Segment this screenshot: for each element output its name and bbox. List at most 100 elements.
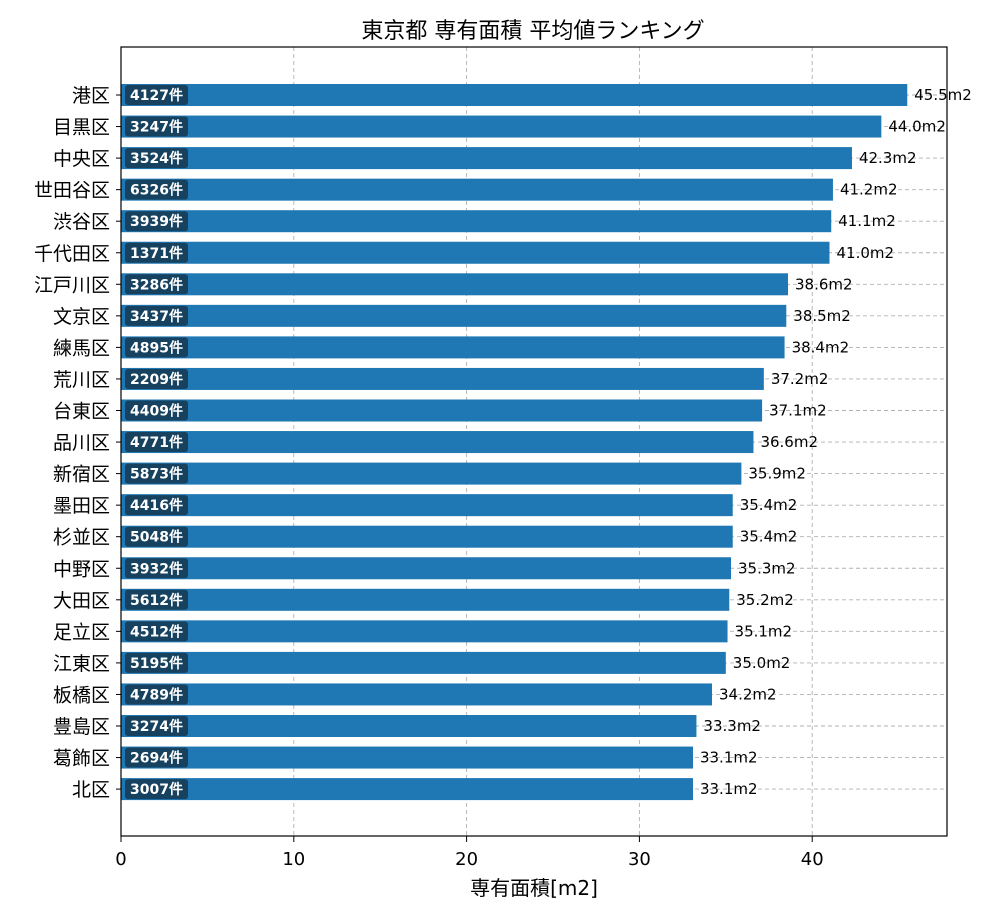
bar <box>121 431 754 454</box>
bar <box>121 588 730 611</box>
chart-title: 東京都 専有面積 平均値ランキング <box>361 19 704 44</box>
bar <box>121 462 742 485</box>
count-label: 5873件 <box>130 466 183 483</box>
data-label: 41.0m2 <box>836 244 894 262</box>
count-label: 3286件 <box>130 276 183 293</box>
count-label: 4789件 <box>130 686 183 703</box>
bar <box>121 494 733 517</box>
count-badge <box>125 558 188 579</box>
count-badge <box>125 779 188 800</box>
y-tick-label: 文京区 <box>53 306 110 328</box>
bar <box>121 147 852 170</box>
x-tick-label: 20 <box>455 849 478 870</box>
bar <box>121 651 726 674</box>
bar <box>121 336 785 359</box>
count-label: 4416件 <box>130 497 183 514</box>
x-axis-label: 専有面積[m2] <box>470 876 598 900</box>
data-label: 33.3m2 <box>703 717 761 735</box>
count-badge <box>125 495 188 516</box>
count-badge <box>125 211 188 232</box>
y-tick-label: 台東区 <box>53 401 110 423</box>
data-label: 41.1m2 <box>838 212 896 230</box>
count-label: 4409件 <box>130 403 183 420</box>
count-badge <box>125 148 188 169</box>
count-badge <box>125 526 188 547</box>
count-badge <box>125 274 188 295</box>
count-label: 4895件 <box>130 339 183 356</box>
y-tick-label: 板橋区 <box>53 684 110 706</box>
bar <box>121 715 697 737</box>
count-label: 4512件 <box>130 623 183 640</box>
count-badge <box>125 337 188 358</box>
bar <box>121 746 693 769</box>
data-label: 33.1m2 <box>700 780 758 798</box>
count-badge <box>125 652 188 673</box>
y-tick-label: 中野区 <box>53 558 110 580</box>
data-label: 35.1m2 <box>735 622 793 640</box>
count-badge <box>125 179 188 200</box>
y-tick-label: 杉並区 <box>53 527 110 549</box>
data-label: 35.9m2 <box>748 465 806 483</box>
bar-layer: 4127件 45.5m2 3247件 44.0m2 3524件 42.3m2 6326件 41… <box>121 84 972 801</box>
y-tick-label: 江戸川区 <box>34 274 110 296</box>
data-label: 38.6m2 <box>795 275 853 293</box>
count-label: 3524件 <box>130 150 183 167</box>
count-label: 3007件 <box>130 781 183 798</box>
data-label: 35.2m2 <box>736 591 794 609</box>
bar <box>121 525 733 548</box>
y-tick-label: 練馬区 <box>53 337 110 359</box>
bar <box>121 683 712 706</box>
y-tick-label: 江東区 <box>53 653 110 675</box>
count-label: 3247件 <box>130 119 183 136</box>
y-tick-label: 豊島区 <box>53 716 110 738</box>
y-tick-label: 大田区 <box>53 590 110 612</box>
y-tick-label: 新宿区 <box>53 464 110 486</box>
count-badge <box>125 85 188 105</box>
y-tick-label: 港区 <box>72 85 110 107</box>
y-tick-label: 中央区 <box>53 148 110 170</box>
bar <box>121 178 833 201</box>
y-tick-label: 品川区 <box>53 432 110 454</box>
data-label: 41.2m2 <box>840 181 898 199</box>
y-tick-label: 千代田区 <box>34 243 110 265</box>
y-tick-label: 葛飾区 <box>53 748 110 770</box>
data-label: 44.0m2 <box>888 118 946 136</box>
y-tick-label: 足立区 <box>53 621 110 643</box>
data-label: 35.3m2 <box>738 559 796 577</box>
count-badge <box>125 747 188 768</box>
data-label: 35.4m2 <box>740 496 798 514</box>
x-ticks: 0 10 20 30 40 <box>115 836 824 870</box>
count-label: 2694件 <box>130 750 183 767</box>
count-label: 4127件 <box>130 87 183 104</box>
y-ticks: 港区目黒区中央区世田谷区渋谷区千代田区江戸川区文京区練馬区荒川区台東区品川区新宿… <box>34 85 121 801</box>
data-label: 38.5m2 <box>793 307 851 325</box>
data-label: 33.1m2 <box>700 749 758 767</box>
count-badge <box>125 621 188 642</box>
data-label: 35.0m2 <box>733 654 791 672</box>
bar <box>121 241 830 264</box>
data-label: 36.6m2 <box>760 433 818 451</box>
bar <box>121 620 728 643</box>
x-tick-label: 0 <box>115 849 126 870</box>
count-label: 4771件 <box>130 434 183 451</box>
data-label: 37.2m2 <box>771 370 829 388</box>
bar <box>121 304 787 327</box>
count-badge <box>125 463 188 484</box>
data-label: 42.3m2 <box>859 149 917 167</box>
count-label: 3437件 <box>130 308 183 325</box>
x-tick-label: 10 <box>282 849 305 870</box>
count-badge <box>125 368 188 389</box>
count-label: 3939件 <box>130 213 183 230</box>
data-label: 38.4m2 <box>792 338 850 356</box>
count-label: 5612件 <box>130 592 183 609</box>
count-label: 3932件 <box>130 560 183 577</box>
count-badge <box>125 116 188 137</box>
count-label: 5048件 <box>130 529 183 546</box>
y-tick-label: 渋谷区 <box>53 211 110 233</box>
bar <box>121 778 693 801</box>
y-tick-label: 荒川区 <box>53 369 110 391</box>
data-label: 35.4m2 <box>740 528 798 546</box>
x-tick-label: 40 <box>801 849 824 870</box>
count-badge <box>125 589 188 610</box>
